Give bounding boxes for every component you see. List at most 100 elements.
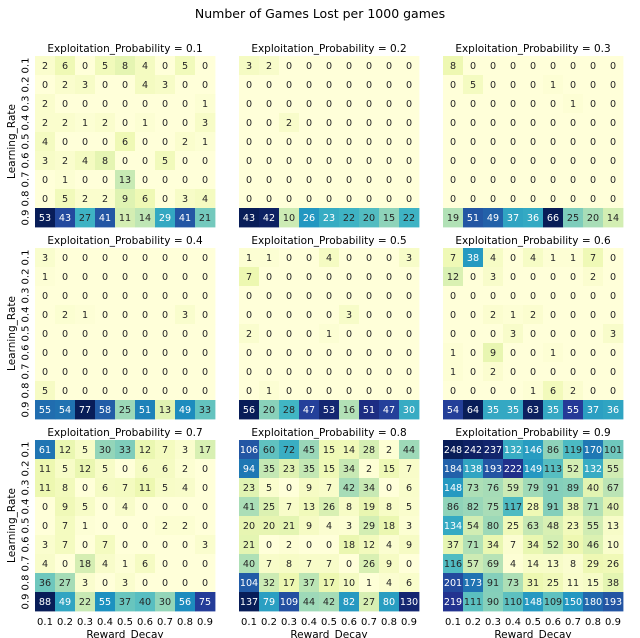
heatmap-cell xyxy=(95,478,116,498)
heatmap-cell xyxy=(259,170,280,190)
heatmap-cell xyxy=(259,554,280,574)
heatmap-cell xyxy=(603,573,624,593)
heatmap-cell xyxy=(55,170,76,190)
heatmap-cell xyxy=(195,132,216,152)
heatmap-cell xyxy=(583,248,604,268)
cell-value: 5 xyxy=(182,61,188,72)
heatmap-cell xyxy=(155,267,176,287)
heatmap-cell xyxy=(299,170,320,190)
heatmap-cell xyxy=(463,343,484,363)
cell-value: 0 xyxy=(286,272,292,283)
heatmap-cell xyxy=(75,400,96,420)
cell-value: 0 xyxy=(530,99,536,110)
heatmap-cell xyxy=(523,189,544,209)
heatmap-cell xyxy=(175,75,196,95)
heatmap-cell xyxy=(195,113,216,133)
cell-value: 0 xyxy=(102,578,108,589)
heatmap-cell xyxy=(339,440,360,460)
heatmap-cell xyxy=(95,554,116,574)
heatmap-cell xyxy=(95,324,116,344)
heatmap-cell xyxy=(523,267,544,287)
heatmap-cell xyxy=(543,113,564,133)
cell-value: 137 xyxy=(240,597,258,608)
heatmap-cell xyxy=(563,459,584,479)
heatmap-cell xyxy=(319,113,340,133)
cell-value: 0 xyxy=(182,502,188,513)
heatmap-cell xyxy=(359,400,380,420)
cell-value: 20 xyxy=(363,213,375,224)
cell-value: 5 xyxy=(62,194,68,205)
cell-value: 0 xyxy=(82,367,88,378)
heatmap-cell xyxy=(483,208,504,228)
cell-value: 45 xyxy=(303,445,315,456)
heatmap-cell xyxy=(463,516,484,536)
cell-value: 2 xyxy=(530,310,536,321)
heatmap-cell xyxy=(115,208,136,228)
cell-value: 3 xyxy=(246,61,252,72)
cell-value: 1 xyxy=(266,386,272,397)
heatmap-cell xyxy=(115,151,136,171)
heatmap-cell xyxy=(299,151,320,171)
heatmap-cell xyxy=(55,267,76,287)
cell-value: 0 xyxy=(570,156,576,167)
heatmap-cell xyxy=(339,324,360,344)
y-tick-label: 0.9 xyxy=(21,210,32,226)
heatmap-cell xyxy=(359,151,380,171)
heatmap-cell xyxy=(195,94,216,114)
cell-value: 0 xyxy=(162,175,168,186)
cell-value: 0 xyxy=(182,99,188,110)
heatmap-cell xyxy=(175,56,196,76)
heatmap-cell xyxy=(239,343,260,363)
x-tick-label: 0.8 xyxy=(585,617,601,628)
cell-value: 54 xyxy=(467,521,479,532)
heatmap-cell xyxy=(75,573,96,593)
cell-value: 0 xyxy=(286,137,292,148)
cell-value: 0 xyxy=(306,99,312,110)
heatmap-cell xyxy=(195,189,216,209)
heatmap-cell xyxy=(279,592,300,612)
heatmap-cell xyxy=(339,208,360,228)
cell-value: 0 xyxy=(102,502,108,513)
cell-value: 30 xyxy=(159,597,171,608)
cell-value: 7 xyxy=(246,272,252,283)
heatmap-cell xyxy=(135,132,156,152)
heatmap-cell xyxy=(175,573,196,593)
cell-value: 35 xyxy=(303,464,315,475)
heatmap-cell xyxy=(483,305,504,325)
cell-value: 52 xyxy=(567,464,579,475)
cell-value: 0 xyxy=(102,386,108,397)
heatmap-cell xyxy=(583,400,604,420)
cell-value: 0 xyxy=(406,99,412,110)
heatmap-cell xyxy=(523,497,544,517)
heatmap-cell xyxy=(175,362,196,382)
cell-value: 15 xyxy=(323,445,335,456)
heatmap-cell xyxy=(95,94,116,114)
heatmap-cell xyxy=(155,554,176,574)
y-tick-label: 0.6 xyxy=(21,345,32,361)
cell-value: 0 xyxy=(610,291,616,302)
cell-value: 22 xyxy=(79,597,91,608)
cell-value: 3 xyxy=(42,156,48,167)
cell-value: 71 xyxy=(587,502,599,513)
heatmap-cell xyxy=(155,113,176,133)
cell-value: 0 xyxy=(386,310,392,321)
heatmap-cell xyxy=(339,151,360,171)
heatmap-cell xyxy=(463,497,484,517)
heatmap-cell xyxy=(175,208,196,228)
y-tick-label: 0.7 xyxy=(21,556,32,572)
heatmap-cell xyxy=(75,267,96,287)
heatmap-cell xyxy=(359,362,380,382)
heatmap-cell xyxy=(483,324,504,344)
cell-value: 0 xyxy=(450,291,456,302)
heatmap-cell xyxy=(523,573,544,593)
heatmap-cell xyxy=(503,132,524,152)
heatmap-cell xyxy=(339,573,360,593)
heatmap-cell xyxy=(259,248,280,268)
cell-value: 7 xyxy=(326,559,332,570)
heatmap-cell xyxy=(359,189,380,209)
heatmap-cell xyxy=(135,208,156,228)
cell-value: 0 xyxy=(82,540,88,551)
heatmap-cell xyxy=(55,208,76,228)
cell-value: 0 xyxy=(346,118,352,129)
cell-value: 1 xyxy=(82,310,88,321)
